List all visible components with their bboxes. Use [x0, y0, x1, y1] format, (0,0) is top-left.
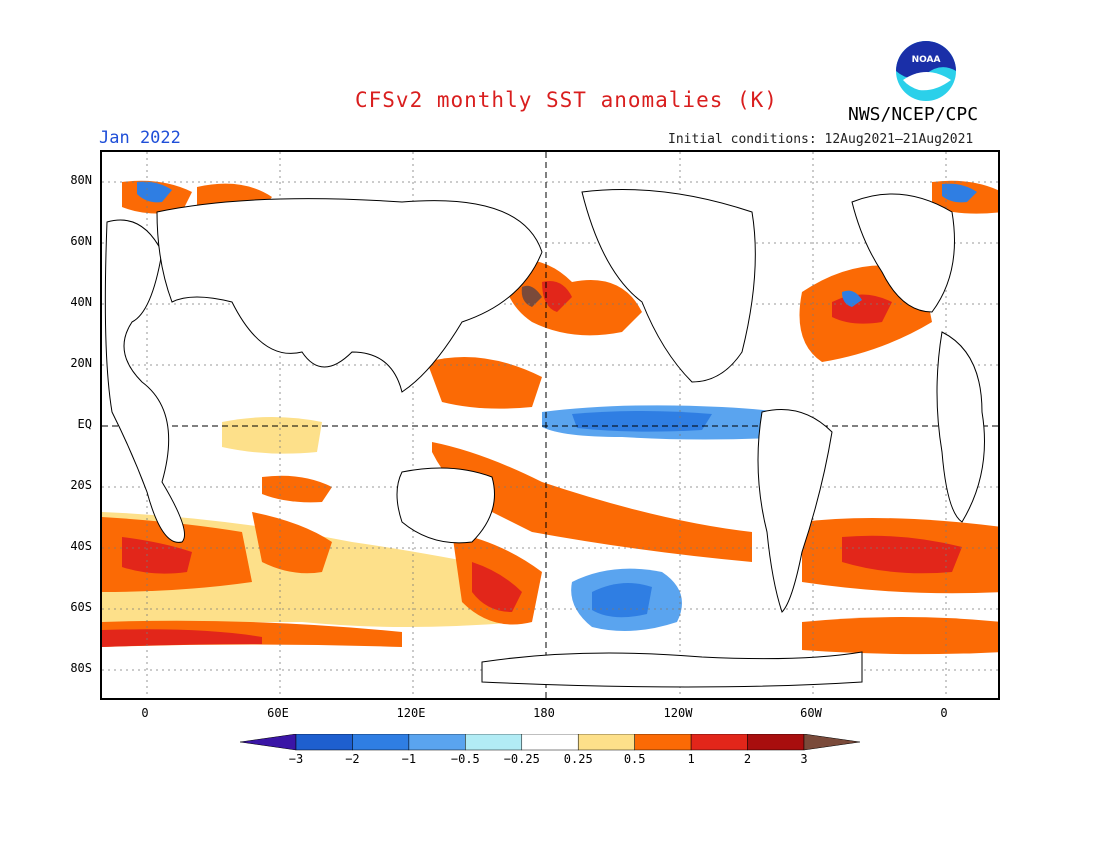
- colorbar: [240, 734, 860, 751]
- colorbar-label: −1: [401, 752, 417, 766]
- forecast-month: Jan 2022: [99, 128, 181, 148]
- colorbar-box: [295, 734, 353, 751]
- colorbar-box: [747, 734, 805, 751]
- colorbar-label: 3: [800, 752, 808, 766]
- initial-conditions: Initial conditions: 12Aug2021–21Aug2021: [668, 132, 974, 147]
- lat-label: 60S: [70, 600, 92, 614]
- anomaly-field: [102, 180, 998, 655]
- colorbar-label: −0.5: [450, 752, 480, 766]
- equator-dateline: [102, 152, 998, 698]
- lon-label: 120W: [663, 706, 693, 720]
- lat-label: 20S: [70, 478, 92, 492]
- colorbar-label: 0.5: [623, 752, 646, 766]
- coastlines: [104, 189, 985, 688]
- colorbar-min-triangle: [240, 734, 297, 751]
- colorbar-box: [408, 734, 466, 751]
- lat-label: 80S: [70, 661, 92, 675]
- lon-label: 120E: [396, 706, 426, 720]
- colorbar-label: −3: [288, 752, 304, 766]
- lat-label: 20N: [70, 356, 92, 370]
- colorbar-box: [521, 734, 579, 751]
- colorbar-label: 0.25: [563, 752, 593, 766]
- lat-label: EQ: [77, 417, 92, 431]
- svg-text:NOAA: NOAA: [912, 55, 941, 65]
- colorbar-label: −2: [345, 752, 360, 766]
- colorbar-label: 2: [743, 752, 752, 766]
- colorbar-box: [634, 734, 692, 751]
- agency-label: NWS/NCEP/CPC: [848, 104, 979, 125]
- lon-label: 0: [940, 706, 948, 720]
- lon-label: 180: [533, 706, 555, 720]
- lon-label: 60W: [800, 706, 822, 720]
- lon-label: 60E: [267, 706, 289, 720]
- lat-label: 80N: [70, 173, 92, 187]
- chart-title: CFSv2 monthly SST anomalies (K): [355, 88, 778, 112]
- lat-label: 40S: [70, 539, 92, 553]
- colorbar-label: −0.25: [503, 752, 540, 766]
- colorbar-box: [465, 734, 523, 751]
- colorbar-max-triangle: [803, 734, 860, 751]
- colorbar-box: [352, 734, 410, 751]
- noaa-logo-icon: NOAA: [896, 41, 956, 101]
- lat-label: 40N: [70, 295, 92, 309]
- lat-label: 60N: [70, 234, 92, 248]
- sst-anomaly-map: [100, 150, 1000, 700]
- colorbar-label: 1: [687, 752, 695, 766]
- colorbar-box: [690, 734, 748, 751]
- colorbar-box: [577, 734, 635, 751]
- lon-label: 0: [141, 706, 149, 720]
